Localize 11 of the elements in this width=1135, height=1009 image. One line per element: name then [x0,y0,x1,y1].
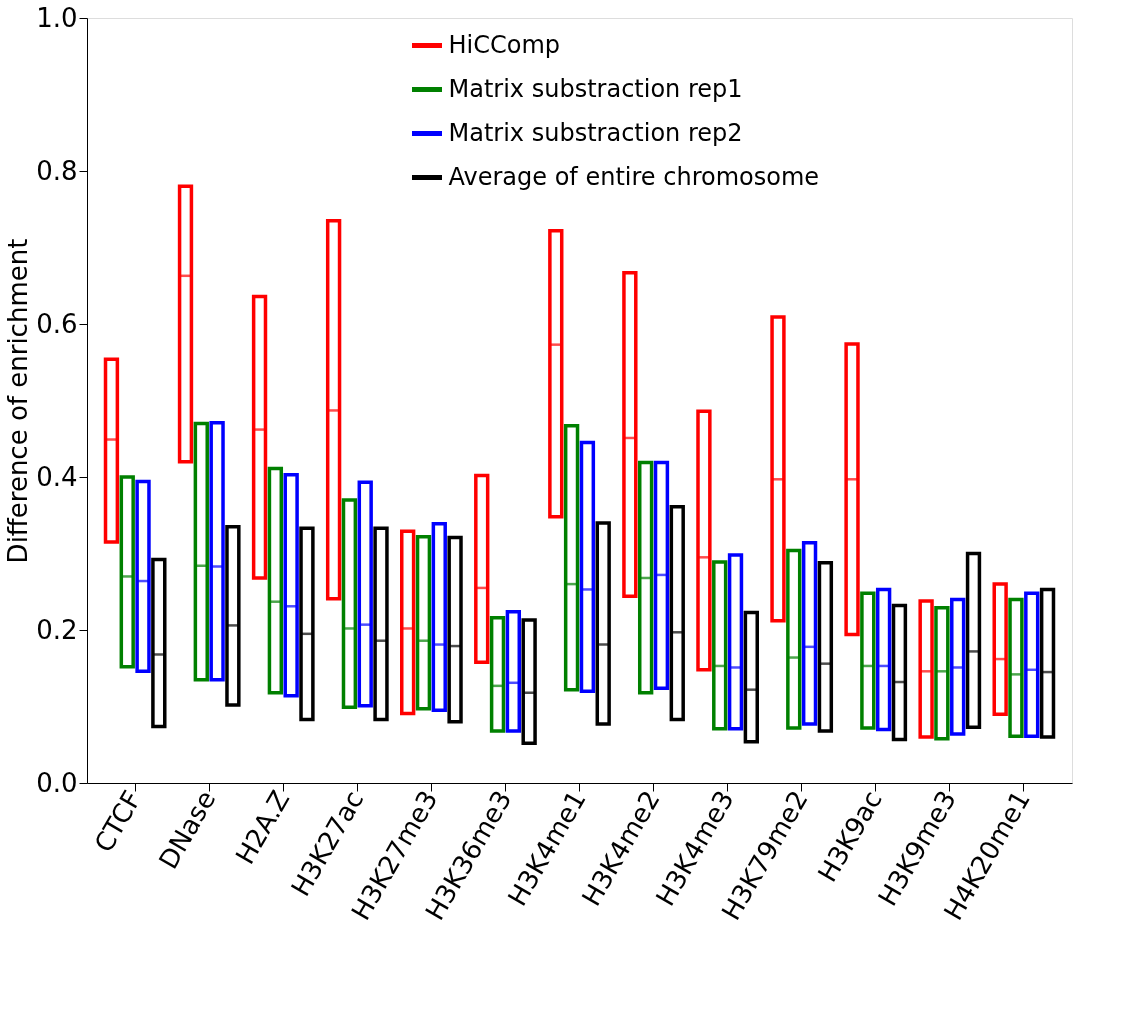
y-tick-label: 0.2 [36,614,78,645]
legend-label: HiCComp [448,30,561,59]
y-tick-label: 0.6 [36,308,78,339]
y-tick-label: 0.8 [36,155,78,186]
y-tick-label: 0.0 [36,767,78,798]
y-tick-label: 0.4 [36,461,78,492]
legend-label: Matrix substraction rep1 [448,74,743,103]
y-axis-title: Difference of enrichment [3,238,34,564]
legend-label: Matrix substraction rep2 [448,118,743,147]
y-tick-label: 1.0 [36,2,78,33]
legend-label: Average of entire chromosome [448,162,820,191]
